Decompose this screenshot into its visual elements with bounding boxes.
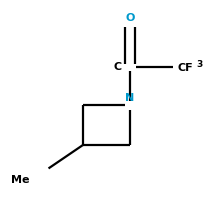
Text: CF: CF (177, 63, 193, 73)
Text: Me: Me (11, 175, 29, 185)
Text: N: N (125, 93, 135, 103)
Text: C: C (113, 62, 121, 72)
Text: O: O (125, 13, 135, 23)
Text: 3: 3 (196, 60, 203, 69)
